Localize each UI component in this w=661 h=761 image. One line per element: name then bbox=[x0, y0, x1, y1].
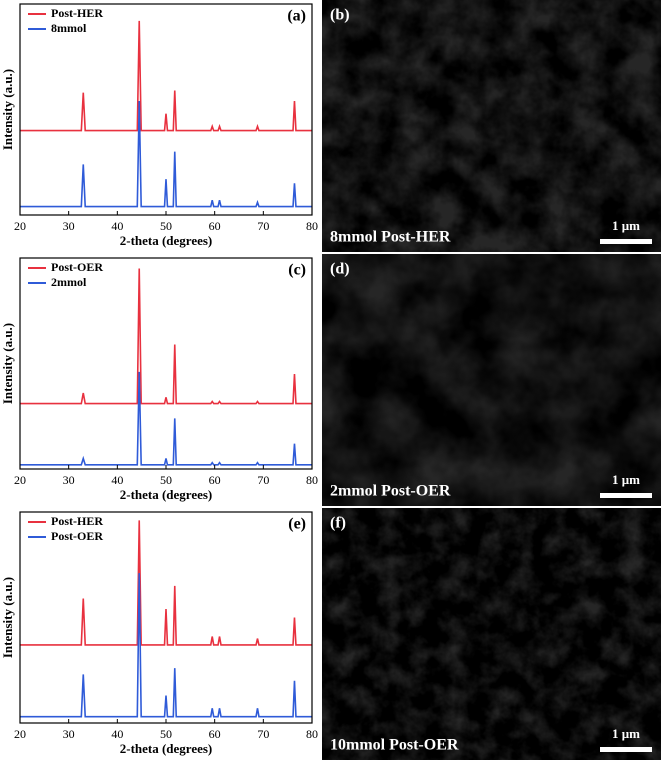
x-tick-label: 20 bbox=[14, 473, 26, 487]
x-tick-label: 30 bbox=[63, 219, 75, 233]
image-caption: 10mmol Post-OER bbox=[330, 737, 459, 754]
x-tick-label: 60 bbox=[209, 473, 221, 487]
image-caption: 8mmol Post-HER bbox=[330, 229, 451, 246]
legend-label: Post-OER bbox=[51, 529, 103, 543]
x-axis-label: 2-theta (degrees) bbox=[120, 233, 213, 248]
y-axis-label: Intensity (a.u.) bbox=[0, 577, 15, 658]
data-line bbox=[20, 268, 312, 405]
legend-label: 2mmol bbox=[51, 275, 87, 289]
panel-label: (f) bbox=[330, 515, 346, 532]
data-line bbox=[20, 371, 312, 466]
legend-label: 8mmol bbox=[51, 21, 87, 35]
x-tick-label: 70 bbox=[257, 473, 269, 487]
x-tick-label: 20 bbox=[14, 727, 26, 741]
x-axis-label: 2-theta (degrees) bbox=[120, 741, 213, 756]
y-axis-label: Intensity (a.u.) bbox=[0, 69, 15, 150]
image-caption: 2mmol Post-OER bbox=[330, 483, 451, 500]
scale-bar-label: 1 μm bbox=[612, 218, 640, 233]
x-tick-label: 40 bbox=[111, 473, 123, 487]
x-tick-label: 40 bbox=[111, 727, 123, 741]
scale-bar bbox=[600, 239, 652, 244]
panel-label: (b) bbox=[330, 7, 350, 24]
y-axis-label: Intensity (a.u.) bbox=[0, 323, 15, 404]
panel-label: (a) bbox=[287, 8, 306, 25]
x-tick-label: 80 bbox=[306, 473, 318, 487]
scale-bar-label: 1 μm bbox=[612, 472, 640, 487]
x-tick-label: 30 bbox=[63, 473, 75, 487]
data-line bbox=[20, 573, 312, 718]
legend-label: Post-HER bbox=[51, 6, 103, 20]
legend-label: Post-OER bbox=[51, 260, 103, 274]
sem-texture bbox=[322, 508, 661, 760]
x-tick-label: 50 bbox=[160, 727, 172, 741]
panel-label: (c) bbox=[288, 262, 306, 279]
sem-texture bbox=[322, 0, 661, 252]
panel-label: (d) bbox=[330, 261, 350, 278]
legend-label: Post-HER bbox=[51, 514, 103, 528]
x-tick-label: 30 bbox=[63, 727, 75, 741]
x-axis-label: 2-theta (degrees) bbox=[120, 487, 213, 502]
x-tick-label: 70 bbox=[257, 727, 269, 741]
scale-bar bbox=[600, 747, 652, 752]
data-line bbox=[20, 520, 312, 646]
data-line bbox=[20, 20, 312, 132]
x-tick-label: 60 bbox=[209, 727, 221, 741]
x-tick-label: 80 bbox=[306, 219, 318, 233]
sem-texture bbox=[322, 254, 661, 506]
x-tick-label: 70 bbox=[257, 219, 269, 233]
plot-frame bbox=[19, 257, 313, 470]
scale-bar bbox=[600, 493, 652, 498]
scale-bar-label: 1 μm bbox=[612, 726, 640, 741]
x-tick-label: 40 bbox=[111, 219, 123, 233]
x-tick-label: 80 bbox=[306, 727, 318, 741]
x-tick-label: 50 bbox=[160, 473, 172, 487]
data-line bbox=[20, 101, 312, 208]
x-tick-label: 60 bbox=[209, 219, 221, 233]
x-tick-label: 20 bbox=[14, 219, 26, 233]
x-tick-label: 50 bbox=[160, 219, 172, 233]
panel-label: (e) bbox=[288, 516, 306, 533]
